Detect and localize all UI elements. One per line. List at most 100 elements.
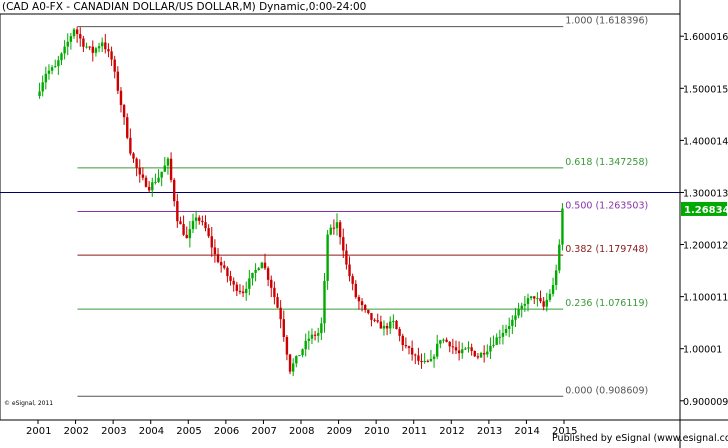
candle-body <box>235 284 239 291</box>
candle-body <box>166 158 170 166</box>
candle-body <box>429 358 433 362</box>
candle-body <box>442 339 445 341</box>
candle-body <box>307 338 311 341</box>
y-tick-label: 0.900009 <box>683 397 728 408</box>
candle-body <box>536 298 539 300</box>
candle-body <box>185 234 188 239</box>
candle-body <box>542 301 545 307</box>
candle-body <box>317 333 320 336</box>
candle-body <box>454 347 458 351</box>
candle-body <box>194 217 198 221</box>
candle-body <box>135 158 138 168</box>
candle-body <box>445 339 448 342</box>
candle-body <box>270 279 273 288</box>
candle-body <box>332 227 336 229</box>
candle-body <box>539 298 542 302</box>
candle-body <box>160 171 163 178</box>
last-price-value: 1.26834 <box>684 205 728 216</box>
candlestick-series <box>38 26 564 377</box>
candle-body <box>210 236 213 248</box>
x-tick-label: 2001 <box>26 426 51 437</box>
candle-body <box>551 284 555 294</box>
candle-body <box>54 66 57 68</box>
candle-body <box>370 313 373 320</box>
candle-body <box>529 296 533 299</box>
candle-body <box>545 299 548 307</box>
candle-body <box>476 356 480 358</box>
candle-body <box>238 290 242 292</box>
x-tick-label: 2008 <box>289 426 314 437</box>
candle-body <box>304 340 307 350</box>
candle-body <box>207 228 210 237</box>
candle-body <box>79 34 82 39</box>
candle-body <box>295 356 298 364</box>
candle-body <box>47 70 51 74</box>
candle-body <box>82 38 85 47</box>
candle-body <box>60 53 63 61</box>
candle-body <box>172 179 176 202</box>
candle-body <box>213 247 217 255</box>
candle-body <box>379 321 383 329</box>
candle-body <box>276 297 279 308</box>
candle-body <box>489 345 492 352</box>
copyright-credit: © eSignal, 2011 <box>4 400 54 407</box>
candle-body <box>326 234 329 281</box>
candle-body <box>50 67 54 71</box>
candle-body <box>182 224 185 235</box>
x-tick-label: 2007 <box>251 426 276 437</box>
x-tick-label: 2015 <box>552 426 577 437</box>
candle-body <box>435 343 439 357</box>
fibonacci-labels: 1.000 (1.618396) 0.618 (1.347258) 0.500 (1… <box>565 16 648 397</box>
candle-body <box>104 42 107 50</box>
candle-body <box>335 222 339 229</box>
candle-body <box>260 262 264 269</box>
x-tick-label: 2012 <box>439 426 464 437</box>
candle-body <box>508 325 511 330</box>
candle-body <box>191 220 195 230</box>
candle-body <box>129 137 132 154</box>
candle-body <box>75 29 79 35</box>
candle-body <box>357 297 361 302</box>
candle-body <box>176 201 179 222</box>
y-tick-label: 1.200012 <box>683 241 728 252</box>
candle-body <box>498 336 502 338</box>
candle-body <box>385 325 389 329</box>
candle-body <box>266 268 270 280</box>
candle-body <box>360 301 364 306</box>
y-tick-label: 1.600016 <box>683 32 728 43</box>
candle-body <box>451 346 455 348</box>
candle-body <box>169 158 173 180</box>
y-tick-label: 1.500015 <box>683 84 728 95</box>
candle-body <box>401 335 404 346</box>
candle-body <box>432 356 436 359</box>
candle-body <box>457 350 461 354</box>
candle-body <box>151 182 154 191</box>
candle-body <box>291 363 295 372</box>
candle-body <box>110 51 113 60</box>
candle-body <box>410 347 414 355</box>
fib-level-label: 1.000 (1.618396) <box>565 16 648 27</box>
candle-body <box>526 298 530 304</box>
candle-body <box>504 329 508 333</box>
candle-body <box>223 265 226 268</box>
x-tick-label: 2002 <box>64 426 89 437</box>
candle-body <box>342 237 345 251</box>
candle-body <box>204 222 207 229</box>
candle-body <box>282 319 285 337</box>
x-tick-label: 2005 <box>176 426 201 437</box>
y-tick-label: 1.00001 <box>683 345 722 356</box>
candle-body <box>279 307 282 320</box>
candle-body <box>407 346 411 348</box>
candle-body <box>492 344 495 346</box>
x-tick-label: 2010 <box>364 426 389 437</box>
candle-body <box>389 321 392 329</box>
candle-body <box>201 220 204 223</box>
fib-level-label: 0.236 (1.076119) <box>565 298 648 309</box>
candle-body <box>254 269 257 273</box>
candle-body <box>423 360 426 363</box>
candle-body <box>241 291 245 294</box>
candle-body <box>298 355 301 357</box>
fib-level-label: 0.500 (1.263503) <box>565 200 648 211</box>
candle-body <box>216 254 220 263</box>
candle-body <box>245 288 248 294</box>
